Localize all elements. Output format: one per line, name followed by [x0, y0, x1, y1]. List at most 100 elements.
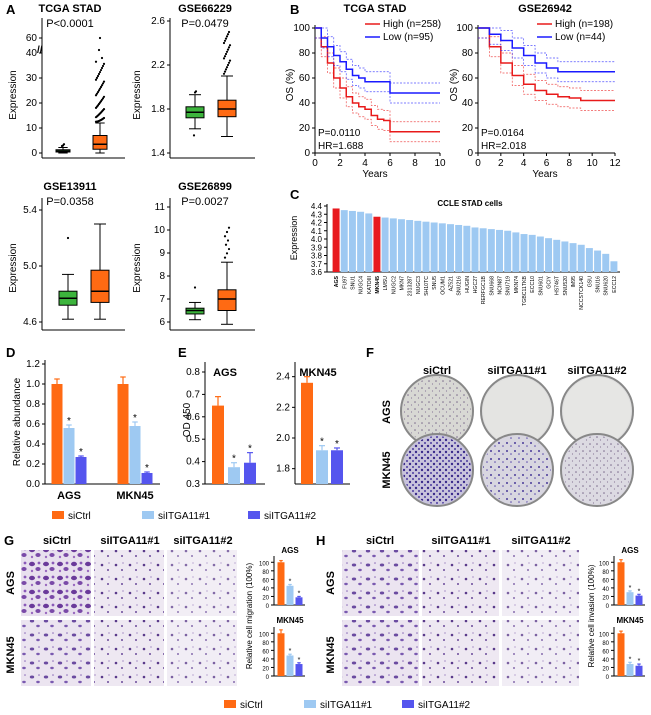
- y-tick-label: 100: [599, 632, 610, 638]
- significance-star: *: [67, 416, 71, 427]
- y-tick-label: 4.3: [311, 210, 323, 219]
- cell-line-label: SNU601: [538, 276, 544, 296]
- x-tick-label: 10: [434, 158, 446, 169]
- y-tick-label: 20: [26, 98, 38, 109]
- km-pvalue: P=0.0110: [318, 128, 361, 139]
- y-tick-label: 20: [602, 666, 609, 672]
- x-tick-label: 2: [498, 158, 504, 169]
- outlier-point: [222, 41, 226, 45]
- od-mkn45: MKN45 1.8 2.0 2.2 2.4 * *: [276, 362, 350, 485]
- bar: [117, 384, 129, 484]
- outlier-point: [98, 87, 102, 90]
- y-tick-label: 3.7: [311, 260, 323, 269]
- legend-low: Low (n=44): [555, 32, 605, 43]
- significance-star: *: [289, 578, 292, 585]
- y-tick-label: 11: [155, 202, 166, 213]
- x-tick-label: 0: [475, 158, 481, 169]
- transwell-image: [422, 550, 499, 616]
- transwell-image: [342, 620, 419, 686]
- y-tick-label: 20: [262, 666, 269, 672]
- ccle-bar: [496, 229, 503, 272]
- y-tick-label: 0.6: [26, 419, 40, 430]
- bar: [617, 562, 625, 605]
- survival-curve: [478, 27, 615, 73]
- y-tick-label: 60: [602, 578, 609, 584]
- y-tick-label: 2.4: [276, 372, 290, 383]
- significance-star: *: [320, 437, 324, 448]
- outlier-point: [227, 61, 231, 64]
- cell-line-label: SNU620: [604, 276, 610, 296]
- cell-line-label: HUGIN: [465, 276, 471, 293]
- y-tick-label: 60: [602, 649, 609, 655]
- cell-line-label: MKN74: [514, 276, 520, 293]
- outlier-point: [225, 35, 229, 38]
- y-tick-label: 3.8: [311, 252, 323, 261]
- significance-star: *: [298, 590, 301, 597]
- cell-line-label: SH10TC: [424, 276, 430, 296]
- bar: [212, 405, 224, 484]
- ccle-bar: [463, 225, 471, 272]
- mini-chart-mkn45: MKN45 0 20 40 60 80 100 * *: [599, 616, 645, 681]
- y-tick-label: 100: [259, 561, 270, 567]
- col-label: siITGA11#2: [567, 365, 626, 377]
- ccle-bar: [536, 236, 544, 272]
- significance-star: *: [248, 444, 252, 455]
- boxplot-gse26899: GSE26899 P=0.0027 Expression 6 7 8 9 10 11: [132, 181, 255, 331]
- outlier-point: [98, 36, 102, 40]
- colony-plate: [400, 433, 474, 507]
- bar: [244, 462, 256, 484]
- cell-line-label: ECC12: [612, 276, 618, 293]
- outlier-point: [225, 230, 229, 234]
- panel-e: E OD 450 AGS 0.3 0.4 0.5 0.6 0.7 0.8 * * MKN45…: [178, 345, 350, 490]
- outlier-point: [223, 235, 227, 238]
- y-tick-label: 0.4: [26, 439, 40, 450]
- outlier-point: [101, 64, 105, 68]
- outlier-point: [223, 55, 227, 58]
- ccle-bar: [585, 248, 593, 272]
- ccle-bar: [332, 208, 340, 272]
- y-tick-label: 0: [606, 675, 610, 681]
- outlier-point: [226, 48, 230, 51]
- y-tick-label: 2.0: [276, 433, 290, 444]
- cell-line-label: ECC10: [530, 276, 536, 293]
- boxplot-gse66229: GSE66229 P=0.0479 Expression 1.4 1.8 2.2 2.…: [132, 3, 255, 159]
- y-tick-label: 60: [262, 578, 269, 584]
- y-tick-label: 80: [262, 641, 269, 647]
- outlier-point: [95, 92, 99, 95]
- row-label: AGS: [5, 571, 17, 595]
- legend-label: siCtrl: [68, 511, 91, 522]
- legend-label: siITGA11#2: [264, 511, 316, 522]
- od-title: MKN45: [299, 367, 336, 379]
- significance-star: *: [289, 648, 292, 655]
- mini-chart-ags: AGS 0 20 40 60 80 100 * *: [599, 546, 645, 610]
- y-axis-label: Expression: [132, 243, 143, 292]
- y-tick-label: 0: [31, 148, 37, 159]
- y-tick-label: 40: [262, 587, 269, 593]
- transwell-image: [21, 620, 91, 686]
- bar: [129, 426, 141, 484]
- transwell-image: [342, 550, 419, 616]
- y-axis-label: Relative cell invasion (100%): [587, 564, 596, 667]
- ccle-bar: [414, 220, 422, 272]
- legend-label: siITGA11#2: [418, 700, 470, 711]
- outlier-point: [94, 78, 98, 81]
- y-tick-label: 5.4: [23, 205, 37, 216]
- ci-line: [315, 27, 440, 84]
- x-tick-label: 6: [387, 158, 393, 169]
- y-tick-label: 100: [456, 23, 473, 34]
- y-tick-label: 80: [602, 570, 609, 576]
- outlier-point: [192, 134, 196, 137]
- outlier-point: [101, 82, 105, 85]
- y-tick-label: 1.4: [151, 148, 165, 159]
- y-tick-label: 3.6: [311, 268, 323, 277]
- y-tick-label: 0: [467, 148, 473, 159]
- outlier-point: [96, 74, 100, 78]
- outlier-point: [225, 50, 229, 53]
- panel-f-letter: F: [366, 345, 374, 360]
- outlier-point: [223, 256, 227, 259]
- ccle-bar: [602, 253, 610, 272]
- col-label: siITGA11#1: [487, 365, 546, 377]
- cell-line-label: SNU16: [596, 276, 602, 293]
- cell-line-label: NUGC3: [416, 276, 422, 294]
- cell-line-label: MKN7: [399, 276, 405, 291]
